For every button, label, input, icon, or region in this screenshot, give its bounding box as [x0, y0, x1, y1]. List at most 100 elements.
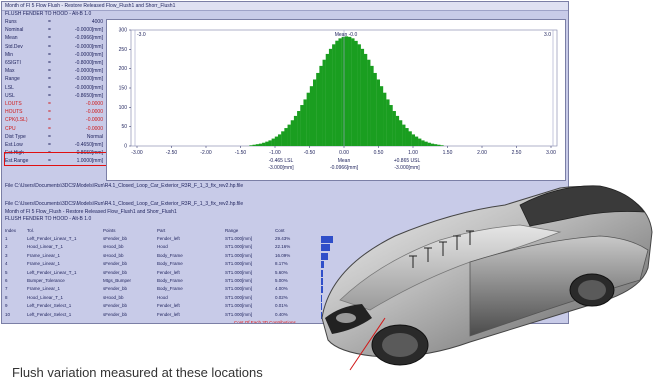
histogram-bar: [414, 136, 419, 146]
table-cell: sFender_bb: [103, 286, 128, 292]
table-cell: ST1.000[mm]: [225, 311, 253, 317]
histogram-bar: [281, 131, 285, 146]
stat-equals: =: [48, 43, 51, 50]
histogram-bar: [367, 59, 371, 146]
histogram-bar: [402, 124, 406, 146]
stat-label: HOUTS: [5, 109, 23, 116]
table-cell: 1: [5, 236, 8, 241]
histogram-bar: [433, 144, 438, 146]
table-cell: sFender_bb: [103, 311, 128, 317]
histogram-bar: [421, 140, 425, 146]
table-cell: ST1.000[mm]: [225, 236, 253, 241]
table-cell: sFender_bb: [103, 269, 128, 275]
table-header: Range: [225, 228, 239, 233]
x-tick-label: 1.50: [443, 150, 453, 156]
table-cell: Left_Fender_Linear_T_1: [27, 269, 77, 275]
x-tick-label: -1.00: [269, 150, 281, 156]
stat-label: USL: [5, 92, 15, 99]
stat-equals: =: [48, 35, 51, 42]
bottom-label: -0.465 LSL: [269, 158, 294, 164]
table-cell: ST1.000[mm]: [225, 261, 253, 267]
stat-equals: =: [48, 84, 51, 91]
table-cell: Frame_Linear_1: [27, 252, 61, 258]
table-cell: Left_Fender_Select_1: [27, 303, 72, 309]
stat-row: Mean = -0.0966[mm]: [5, 35, 105, 42]
histogram-bar: [328, 48, 333, 146]
measurement-points: [409, 230, 474, 268]
y-tick-label: 150: [119, 86, 128, 92]
contribution-bar: [321, 244, 331, 252]
table-cell: 8.17%: [275, 261, 288, 267]
stat-row: 6SIGTI = -0.8000[mm]: [5, 60, 105, 67]
table-cell: Mtgs_Bumper: [103, 278, 132, 283]
x-tick-label: 0.00: [339, 150, 349, 156]
table-cell: ST1.000[mm]: [225, 252, 253, 258]
x-tick-label: -1.50: [235, 150, 247, 156]
histogram-bar: [424, 141, 428, 146]
stat-row: Range = -0.0000[mm]: [5, 76, 105, 83]
stat-value: -0.0000[mm]: [74, 51, 103, 58]
stat-label: Runs: [5, 19, 17, 25]
stat-equals: =: [48, 19, 51, 25]
stat-row: LSL = -0.0000[mm]: [5, 85, 105, 92]
histogram-bar: [363, 53, 368, 146]
stat-row: Runs = 4000: [5, 19, 105, 26]
histogram-bar: [306, 92, 310, 146]
histogram-bar: [335, 40, 339, 146]
table-cell: Frame_Linear_1: [27, 261, 61, 267]
x-tick-label: -2.00: [200, 150, 212, 156]
callout-label: Flush variation measured at these locati…: [12, 365, 263, 380]
histogram-bar: [351, 38, 355, 146]
contribution-bar: [321, 269, 324, 277]
stat-value: -0.0966[mm]: [74, 35, 103, 42]
table-cell: Body_Frame: [157, 278, 183, 283]
table-cell: Fender_left: [157, 269, 180, 275]
table-cell: sHood_bb: [103, 252, 124, 258]
stat-value: -0.0000: [86, 101, 103, 107]
stat-label: Min: [5, 51, 14, 58]
stat-row: USL = -0.8650[mm]: [5, 93, 105, 100]
histogram-bar: [389, 105, 393, 146]
table-cell: Body_Frame: [157, 252, 183, 258]
histogram-bar: [316, 72, 320, 146]
stat-label: LSL: [5, 84, 14, 91]
y-tick-label: 300: [119, 28, 128, 34]
stat-equals: =: [48, 51, 51, 58]
contributor-title: Month of FI 5 Flow_Flush - Restore Relea…: [5, 209, 177, 215]
table-cell: Hood: [157, 294, 168, 300]
histogram-bar: [398, 120, 403, 146]
stat-value: -0.0000[mm]: [74, 27, 103, 34]
x-tick-label: 2.00: [477, 150, 487, 156]
table-cell: sHood_bb: [103, 294, 124, 300]
histogram-bar: [408, 131, 412, 146]
histogram-bar: [418, 138, 422, 146]
histogram-bar: [268, 140, 272, 146]
histogram-bar: [313, 79, 317, 146]
contribution-bar: [321, 303, 322, 311]
histogram-bar: [354, 40, 358, 146]
histogram-bar: [341, 36, 345, 147]
histogram-bar: [357, 44, 361, 146]
contribution-bar: [321, 311, 322, 319]
stat-value: 4000: [91, 19, 103, 25]
histogram-bar: [262, 142, 266, 146]
stat-equals: =: [48, 125, 51, 132]
stat-equals: =: [48, 150, 51, 157]
table-cell: Hood: [157, 244, 168, 250]
table-cell: Body_Frame: [157, 286, 183, 292]
stat-label: CPK(LSL): [5, 117, 28, 124]
x-tick-label: 0.50: [374, 150, 384, 156]
contribution-bar: [321, 236, 333, 243]
bottom-label-value: -3.000[mm]: [268, 165, 294, 171]
statistics-panel: Runs = 4000 Nominal = -0.0000[mm] Mean = -0.0966…: [2, 19, 106, 177]
stat-equals: =: [48, 68, 51, 75]
table-cell: Fender_left: [157, 236, 180, 241]
stat-label: Dist Type: [5, 133, 26, 140]
stat-value: -0.0000: [86, 109, 103, 116]
histogram-bar: [405, 128, 409, 146]
table-cell: 4.00%: [275, 286, 288, 292]
histogram-bar: [360, 48, 365, 146]
stat-row: Dist Type = Normal: [5, 134, 105, 141]
histogram-bar: [427, 142, 431, 146]
